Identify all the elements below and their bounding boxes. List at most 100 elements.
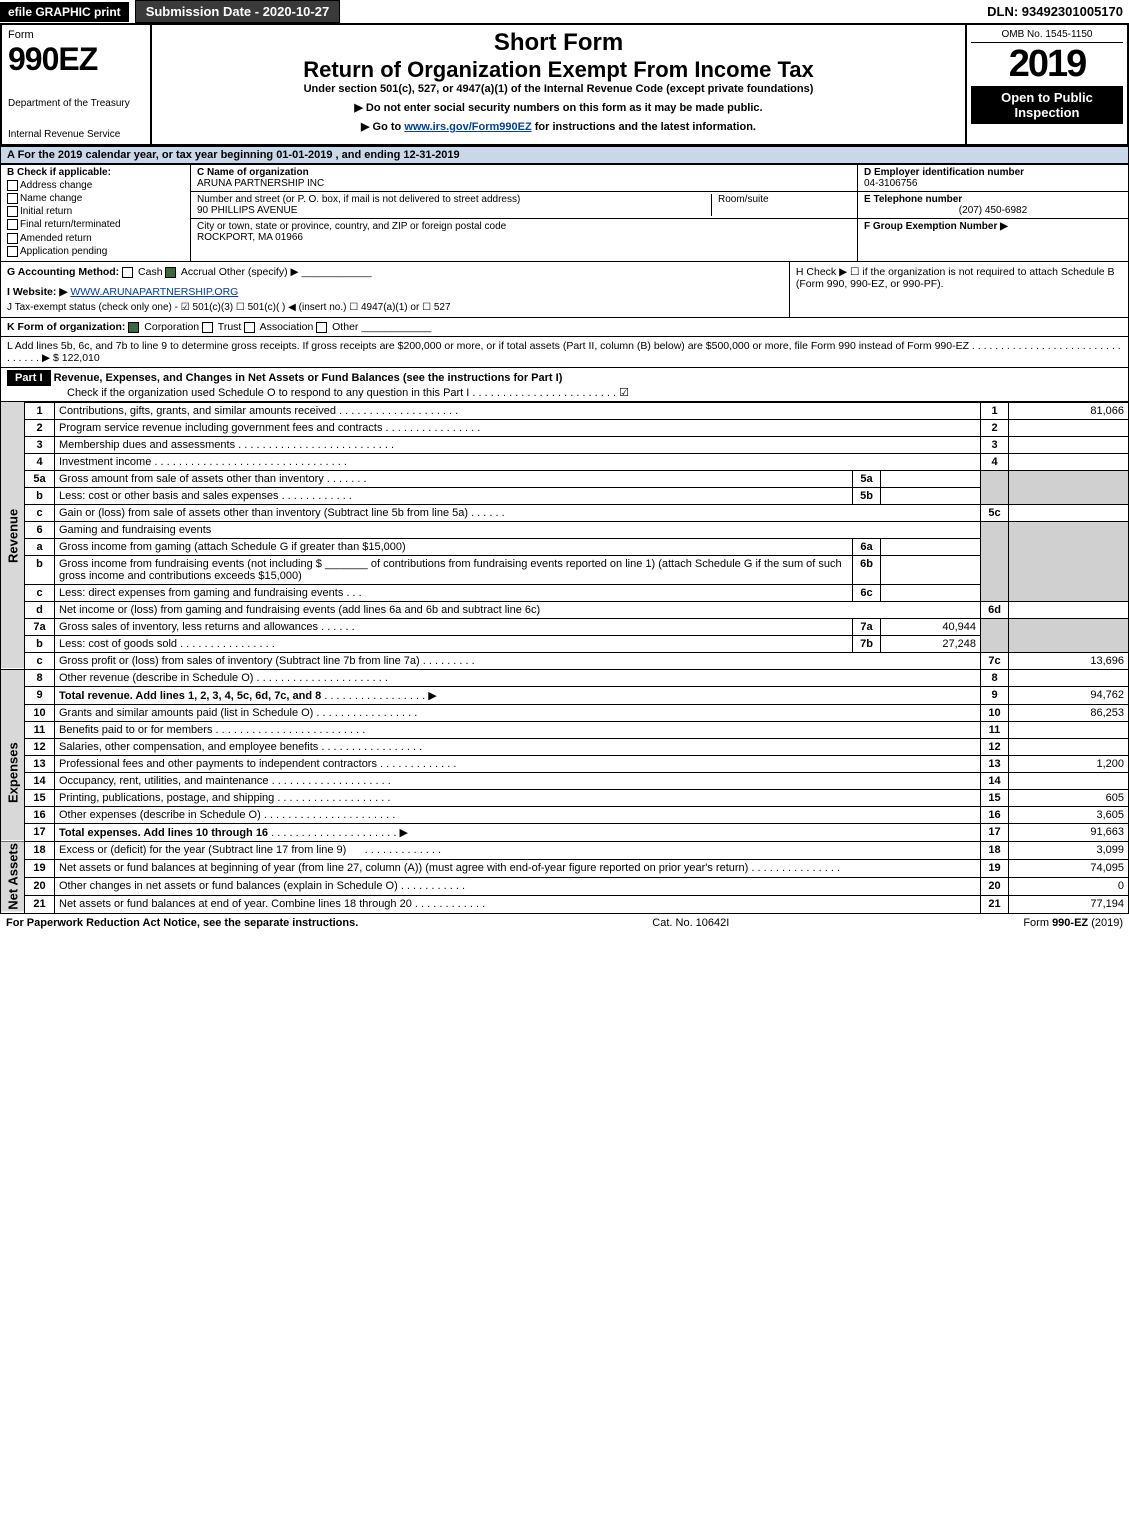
line-6c-sn: 6c — [853, 584, 881, 601]
line-7c-num: c — [25, 652, 55, 669]
cb-cash[interactable] — [122, 267, 133, 278]
website-link[interactable]: WWW.ARUNAPARTNERSHIP.ORG — [70, 286, 238, 298]
no-ssn-line: ▶ Do not enter social security numbers o… — [162, 101, 955, 114]
cb-address-change[interactable] — [7, 180, 18, 191]
line-6d-amount — [1009, 601, 1129, 618]
grey-6 — [981, 521, 1009, 601]
dept-treasury: Department of the Treasury — [8, 98, 144, 109]
line-17-desc: Total expenses. Add lines 10 through 16 — [59, 827, 268, 839]
ein-value: 04-3106756 — [864, 178, 917, 189]
grey-7ab-amt — [1009, 618, 1129, 652]
cb-other-org[interactable] — [316, 322, 327, 333]
cb-final-return[interactable] — [7, 219, 18, 230]
g-other: Other (specify) ▶ — [219, 266, 299, 278]
short-form-title: Short Form — [162, 29, 955, 57]
line-17-num: 17 — [25, 823, 55, 841]
row-l: L Add lines 5b, 6c, and 7b to line 9 to … — [0, 337, 1129, 368]
line-19-amount: 74,095 — [1009, 859, 1129, 877]
line-11-amount — [1009, 721, 1129, 738]
line-17-rn: 17 — [981, 823, 1009, 841]
revenue-side-label: Revenue — [1, 402, 25, 669]
line-20-num: 20 — [25, 877, 55, 895]
line-7c-rn: 7c — [981, 652, 1009, 669]
cb-name-change[interactable] — [7, 193, 18, 204]
efile-print-button[interactable]: efile GRAPHIC print — [0, 2, 129, 22]
line-19-rn: 19 — [981, 859, 1009, 877]
line-1-desc: Contributions, gifts, grants, and simila… — [59, 405, 336, 417]
line-1-num: 1 — [25, 402, 55, 419]
grey-5ab-amt — [1009, 470, 1129, 504]
line-10-rn: 10 — [981, 704, 1009, 721]
line-15-amount: 605 — [1009, 789, 1129, 806]
line-2-desc: Program service revenue including govern… — [59, 422, 382, 434]
line-3-desc: Membership dues and assessments — [59, 439, 235, 451]
line-6d-rn: 6d — [981, 601, 1009, 618]
line-10-amount: 86,253 — [1009, 704, 1129, 721]
return-title: Return of Organization Exempt From Incom… — [162, 57, 955, 83]
line-6a-sv — [881, 538, 981, 555]
line-18-num: 18 — [25, 841, 55, 859]
goto-line: ▶ Go to www.irs.gov/Form990EZ for instru… — [162, 120, 955, 133]
line-5c-rn: 5c — [981, 504, 1009, 521]
row-gh: G Accounting Method: Cash Accrual Other … — [0, 262, 1129, 318]
line-9-num: 9 — [25, 686, 55, 704]
line-12-rn: 12 — [981, 738, 1009, 755]
line-7b-sv: 27,248 — [881, 635, 981, 652]
line-2-num: 2 — [25, 419, 55, 436]
footer-left: For Paperwork Reduction Act Notice, see … — [6, 917, 358, 929]
line-6a-desc: Gross income from gaming (attach Schedul… — [59, 541, 406, 553]
line-6b-sn: 6b — [853, 555, 881, 584]
b-item-1: Name change — [20, 193, 82, 204]
cb-amended-return[interactable] — [7, 233, 18, 244]
line-5a-num: 5a — [25, 470, 55, 487]
line-6c-desc: Less: direct expenses from gaming and fu… — [59, 587, 343, 599]
line-3-amount — [1009, 436, 1129, 453]
line-11-desc: Benefits paid to or for members — [59, 724, 212, 736]
f-group-label: F Group Exemption Number ▶ — [864, 221, 1008, 232]
col-g: G Accounting Method: Cash Accrual Other … — [1, 262, 790, 317]
cb-accrual[interactable] — [165, 267, 176, 278]
footer-right: Form 990-EZ (2019) — [1023, 917, 1123, 929]
d-ein-label: D Employer identification number — [864, 167, 1024, 178]
line-12-amount — [1009, 738, 1129, 755]
form-word: Form — [8, 29, 144, 41]
cb-association[interactable] — [244, 322, 255, 333]
cb-trust[interactable] — [202, 322, 213, 333]
line-9-amount: 94,762 — [1009, 686, 1129, 704]
cb-initial-return[interactable] — [7, 206, 18, 217]
k-assoc: Association — [260, 321, 314, 333]
line-5c-amount — [1009, 504, 1129, 521]
k-corp: Corporation — [144, 321, 199, 333]
line-6-desc: Gaming and fundraising events — [55, 521, 981, 538]
irs-label: Internal Revenue Service — [8, 129, 144, 140]
line-19-desc: Net assets or fund balances at beginning… — [59, 862, 748, 874]
irs-link[interactable]: www.irs.gov/Form990EZ — [404, 121, 531, 133]
line-21-num: 21 — [25, 895, 55, 913]
under-section: Under section 501(c), 527, or 4947(a)(1)… — [162, 83, 955, 95]
b-item-5: Application pending — [20, 246, 107, 257]
line-8-num: 8 — [25, 669, 55, 686]
tel-value: (207) 450-6982 — [864, 205, 1122, 216]
cb-application-pending[interactable] — [7, 246, 18, 257]
line-6c-sv — [881, 584, 981, 601]
g-accrual: Accrual — [181, 266, 216, 278]
line-8-amount — [1009, 669, 1129, 686]
line-8-desc: Other revenue (describe in Schedule O) — [59, 672, 253, 684]
grey-6-amt — [1009, 521, 1129, 601]
line-6a-sn: 6a — [853, 538, 881, 555]
line-15-num: 15 — [25, 789, 55, 806]
line-7a-desc: Gross sales of inventory, less returns a… — [59, 621, 318, 633]
g-label: G Accounting Method: — [7, 266, 119, 278]
l-text: L Add lines 5b, 6c, and 7b to line 9 to … — [7, 340, 1121, 364]
line-21-rn: 21 — [981, 895, 1009, 913]
line-7a-sn: 7a — [853, 618, 881, 635]
b-item-4: Amended return — [20, 233, 92, 244]
line-10-num: 10 — [25, 704, 55, 721]
cb-corporation[interactable] — [128, 322, 139, 333]
line-7b-num: b — [25, 635, 55, 652]
submission-date-button[interactable]: Submission Date - 2020-10-27 — [135, 0, 341, 23]
line-5a-sv — [881, 470, 981, 487]
room-suite-label: Room/suite — [711, 194, 851, 216]
line-5c-desc: Gain or (loss) from sale of assets other… — [59, 507, 468, 519]
line-2-amount — [1009, 419, 1129, 436]
